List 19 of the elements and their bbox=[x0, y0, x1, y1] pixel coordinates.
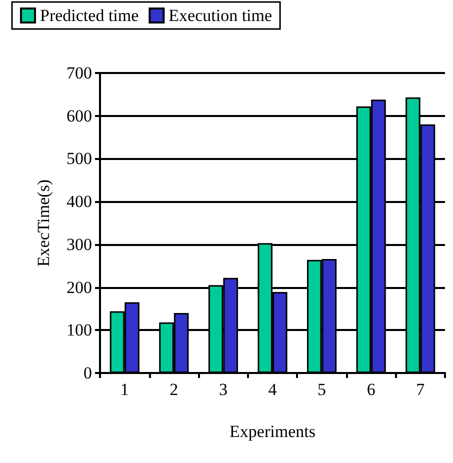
legend-label: Predicted time bbox=[40, 6, 139, 25]
x-tick-label: 7 bbox=[416, 380, 426, 399]
x-tick-label: 3 bbox=[218, 380, 228, 399]
x-tick-label: 1 bbox=[120, 380, 129, 399]
y-tick-label: 700 bbox=[66, 64, 92, 82]
y-tick-label: 300 bbox=[66, 234, 92, 254]
y-tick-label: 100 bbox=[66, 320, 92, 340]
y-tick-label: 400 bbox=[66, 192, 92, 212]
legend-label: Execution time bbox=[168, 6, 272, 25]
y-tick-label: 600 bbox=[66, 106, 92, 126]
y-tick-label: 500 bbox=[66, 149, 92, 168]
x-tick-label: 5 bbox=[318, 380, 326, 399]
x-tick-label: 4 bbox=[268, 380, 278, 399]
x-axis-title: Experiments bbox=[230, 422, 316, 441]
x-tick-label: 6 bbox=[366, 380, 376, 399]
y-tick-label: 200 bbox=[66, 278, 92, 297]
y-axis-title: ExecTime(s) bbox=[34, 179, 53, 267]
y-tick-label: 0 bbox=[84, 364, 92, 382]
x-tick-label: 2 bbox=[170, 380, 178, 399]
